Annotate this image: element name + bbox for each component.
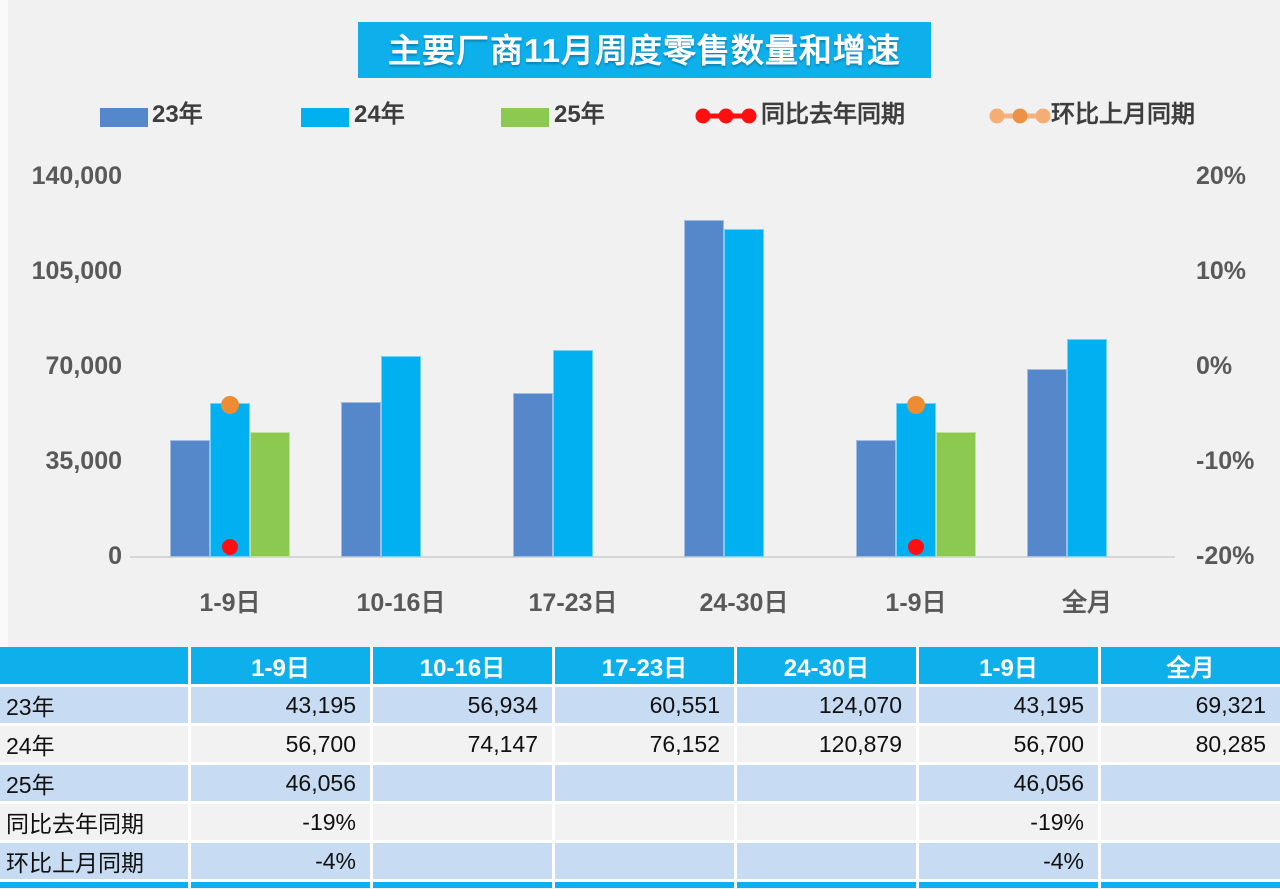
legend-label-25年: 25年 bbox=[554, 101, 605, 128]
table-header-cell: 全月 bbox=[1101, 647, 1280, 684]
table-cell: 80,285 bbox=[1101, 726, 1280, 762]
table-cell bbox=[555, 843, 734, 879]
y-axis-tick: 105,000 bbox=[31, 257, 122, 285]
y-axis-tick: 35,000 bbox=[45, 447, 122, 475]
chart-bar-25年 bbox=[250, 432, 290, 557]
table-cell: 43,195 bbox=[919, 687, 1098, 723]
table-row-label: 同比去年同期 bbox=[0, 804, 188, 840]
table-row-label: 环比上月同期 bbox=[0, 843, 188, 879]
table-footer-strip bbox=[737, 882, 916, 888]
y-axis-tick: 0 bbox=[108, 542, 122, 570]
mom-legend-marker-icon bbox=[989, 108, 1051, 124]
mom-point bbox=[221, 396, 239, 414]
legend-swatch-25年 bbox=[501, 108, 549, 127]
table-cell: -19% bbox=[191, 804, 370, 840]
legend-label-24年: 24年 bbox=[354, 101, 405, 128]
table-cell: -19% bbox=[919, 804, 1098, 840]
table-cell bbox=[1101, 804, 1280, 840]
category-label: 全月 bbox=[1061, 589, 1112, 617]
table-cell: 56,934 bbox=[373, 687, 552, 723]
table-footer-strip bbox=[1101, 882, 1280, 888]
x-axis-baseline bbox=[130, 556, 1175, 558]
chart-bar-24年 bbox=[381, 356, 421, 557]
table-header-cell: 1-9日 bbox=[919, 647, 1098, 684]
table-cell bbox=[373, 843, 552, 879]
mom-point bbox=[907, 396, 925, 414]
chart-bar-23年 bbox=[684, 220, 724, 557]
legend-label-同比去年同期: 同比去年同期 bbox=[761, 101, 905, 128]
table-header-cell: 17-23日 bbox=[555, 647, 734, 684]
table-cell: 46,056 bbox=[191, 765, 370, 801]
y-axis-tick: 70,000 bbox=[45, 352, 122, 380]
table-cell: 69,321 bbox=[1101, 687, 1280, 723]
chart-bar-23年 bbox=[513, 393, 553, 557]
table-row-label: 25年 bbox=[0, 765, 188, 801]
chart-bar-25年 bbox=[936, 432, 976, 557]
table-cell bbox=[373, 804, 552, 840]
chart-bar-24年 bbox=[553, 350, 593, 557]
table-footer-strip bbox=[919, 882, 1098, 888]
category-label: 1-9日 bbox=[199, 589, 261, 617]
chart-bar-23年 bbox=[170, 440, 210, 557]
table-cell: 43,195 bbox=[191, 687, 370, 723]
yoy-point bbox=[222, 539, 238, 555]
chart-bar-23年 bbox=[856, 440, 896, 557]
chart-bar-24年 bbox=[896, 403, 936, 557]
table-cell bbox=[737, 765, 916, 801]
table-header-cell: 24-30日 bbox=[737, 647, 916, 684]
yoy-point bbox=[908, 539, 924, 555]
table-cell: 56,700 bbox=[919, 726, 1098, 762]
table-footer-strip bbox=[191, 882, 370, 888]
left-margin-strip bbox=[0, 0, 8, 647]
table-header-cell: 10-16日 bbox=[373, 647, 552, 684]
chart-bar-24年 bbox=[1067, 339, 1107, 557]
table-header-cell: 1-9日 bbox=[191, 647, 370, 684]
category-label: 10-16日 bbox=[356, 589, 446, 617]
table-cell: -4% bbox=[191, 843, 370, 879]
table-cell: 124,070 bbox=[737, 687, 916, 723]
legend-label-环比上月同期: 环比上月同期 bbox=[1051, 101, 1195, 128]
chart-bar-23年 bbox=[1027, 369, 1067, 557]
table-cell: 46,056 bbox=[919, 765, 1098, 801]
right-axis-tick: 0% bbox=[1196, 352, 1233, 380]
table-cell bbox=[373, 765, 552, 801]
table-cell bbox=[737, 843, 916, 879]
data-table: 1-9日 10-16日 17-23日 24-30日 1-9日 全月 23年 43,195 56,… bbox=[0, 647, 1280, 888]
table-footer-strip bbox=[0, 882, 188, 888]
table-header-cell bbox=[0, 647, 188, 684]
category-label: 1-9日 bbox=[885, 589, 947, 617]
table-cell: -4% bbox=[919, 843, 1098, 879]
right-axis-tick: -10% bbox=[1196, 447, 1255, 475]
chart-bar-24年 bbox=[210, 403, 250, 557]
category-label: 17-23日 bbox=[528, 589, 618, 617]
table-cell bbox=[1101, 843, 1280, 879]
table-cell: 76,152 bbox=[555, 726, 734, 762]
table-cell bbox=[555, 765, 734, 801]
right-axis-tick: 10% bbox=[1196, 257, 1247, 285]
chart-title: 主要厂商11月周度零售数量和增速 bbox=[358, 22, 931, 78]
right-axis-tick: -20% bbox=[1196, 542, 1255, 570]
table-cell: 120,879 bbox=[737, 726, 916, 762]
table-row-label: 23年 bbox=[0, 687, 188, 723]
table-cell: 60,551 bbox=[555, 687, 734, 723]
table-cell bbox=[737, 804, 916, 840]
y-axis-tick: 140,000 bbox=[31, 162, 122, 190]
table-footer-strip bbox=[555, 882, 734, 888]
yoy-legend-marker-icon bbox=[695, 108, 757, 124]
right-axis-tick: 20% bbox=[1196, 162, 1247, 190]
legend-swatch-24年 bbox=[301, 108, 349, 127]
chart-bar-24年 bbox=[724, 229, 764, 557]
chart-bar-23年 bbox=[341, 402, 381, 557]
table-cell: 74,147 bbox=[373, 726, 552, 762]
legend-label-23年: 23年 bbox=[152, 101, 203, 128]
table-cell bbox=[555, 804, 734, 840]
category-label: 24-30日 bbox=[699, 589, 789, 617]
table-footer-strip bbox=[373, 882, 552, 888]
table-row-label: 24年 bbox=[0, 726, 188, 762]
table-cell bbox=[1101, 765, 1280, 801]
table-cell: 56,700 bbox=[191, 726, 370, 762]
legend-swatch-23年 bbox=[100, 108, 148, 127]
